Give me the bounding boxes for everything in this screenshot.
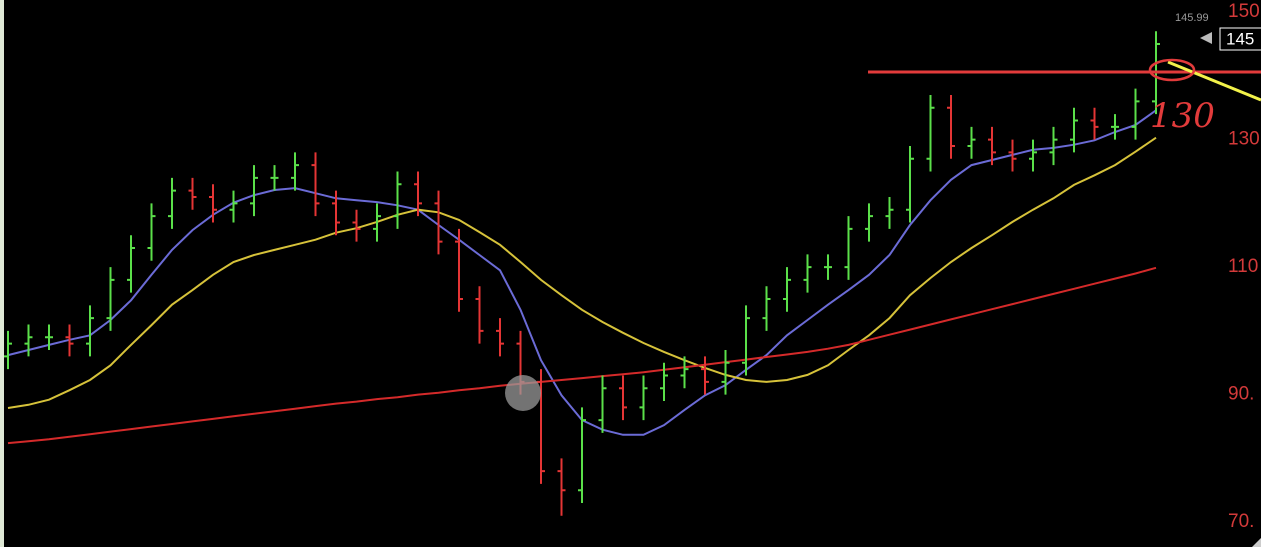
drawn-circle: [1148, 58, 1196, 82]
price-arrow: [1200, 32, 1212, 44]
cursor: [505, 375, 541, 411]
price-tag-box: [1219, 27, 1261, 51]
drawn-trend-line: [1167, 60, 1261, 102]
left-border: [0, 0, 4, 547]
corner-icon: [1252, 538, 1261, 547]
moving-average: [7, 266, 1157, 445]
last-price: 145.99: [1175, 12, 1209, 24]
y-tick-label: 130: [1228, 129, 1260, 150]
y-tick-label: 110: [1228, 256, 1258, 277]
y-tick-label: 70.: [1228, 511, 1254, 532]
handwritten-annotation: 130: [1150, 96, 1215, 136]
bar-layer: [4, 31, 1160, 516]
y-tick-label: 150: [1228, 1, 1260, 22]
axis-layer: 150 130 110 90. 70.: [1218, 1, 1260, 532]
price-tag: 145: [1226, 29, 1254, 48]
y-tick-label: 90.: [1228, 384, 1254, 405]
moving-average: [7, 136, 1157, 409]
